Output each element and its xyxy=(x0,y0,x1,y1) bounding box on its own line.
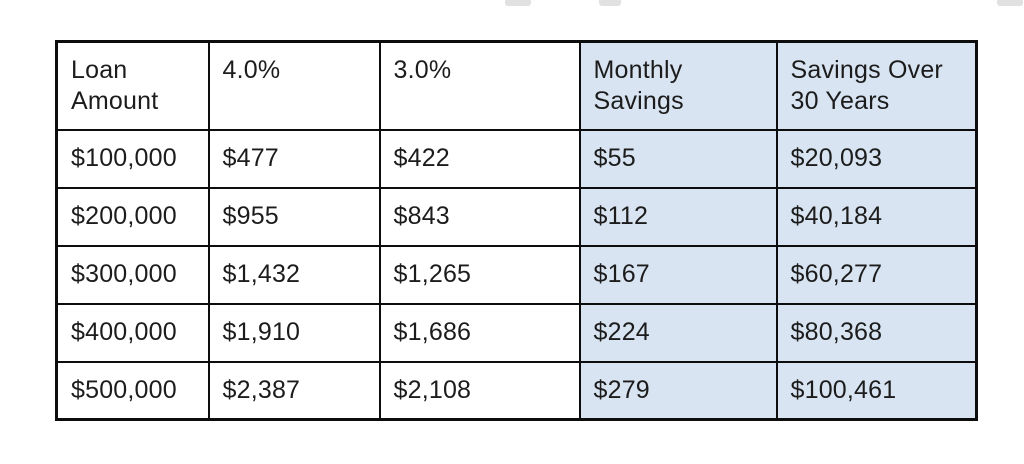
table-header-row: Loan Amount 4.0% 3.0% Monthly Savings Sa… xyxy=(55,40,978,131)
cell-monthly-savings: $224 xyxy=(578,302,778,363)
cell-payment-4pct: $955 xyxy=(207,186,381,247)
cell-savings-30-years: $100,461 xyxy=(775,360,978,421)
cropped-text-artifact xyxy=(599,0,621,6)
table-row: $100,000 $477 $422 $55 $20,093 xyxy=(55,128,978,189)
cell-payment-4pct: $2,387 xyxy=(207,360,381,421)
cell-savings-30-years: $60,277 xyxy=(775,244,978,305)
cell-payment-4pct: $1,432 xyxy=(207,244,381,305)
cell-loan-amount: $500,000 xyxy=(55,360,210,421)
header-rate-3-percent: 3.0% xyxy=(378,40,581,131)
cell-payment-3pct: $1,265 xyxy=(378,244,581,305)
cell-savings-30-years: $80,368 xyxy=(775,302,978,363)
header-rate-4-percent: 4.0% xyxy=(207,40,381,131)
table-row: $300,000 $1,432 $1,265 $167 $60,277 xyxy=(55,244,978,305)
cropped-text-artifact xyxy=(505,0,531,6)
cell-payment-3pct: $1,686 xyxy=(378,302,581,363)
cell-payment-4pct: $1,910 xyxy=(207,302,381,363)
cropped-text-artifact xyxy=(997,0,1023,6)
cell-loan-amount: $100,000 xyxy=(55,128,210,189)
header-loan-amount: Loan Amount xyxy=(55,40,210,131)
cell-savings-30-years: $40,184 xyxy=(775,186,978,247)
cell-loan-amount: $300,000 xyxy=(55,244,210,305)
cell-monthly-savings: $55 xyxy=(578,128,778,189)
loan-savings-table: Loan Amount 4.0% 3.0% Monthly Savings Sa… xyxy=(55,40,978,421)
table-row: $400,000 $1,910 $1,686 $224 $80,368 xyxy=(55,302,978,363)
cell-loan-amount: $200,000 xyxy=(55,186,210,247)
header-savings-30-years: Savings Over 30 Years xyxy=(775,40,978,131)
cell-payment-3pct: $843 xyxy=(378,186,581,247)
cell-payment-3pct: $2,108 xyxy=(378,360,581,421)
cell-payment-4pct: $477 xyxy=(207,128,381,189)
cell-savings-30-years: $20,093 xyxy=(775,128,978,189)
cell-monthly-savings: $279 xyxy=(578,360,778,421)
table-row: $500,000 $2,387 $2,108 $279 $100,461 xyxy=(55,360,978,421)
cell-monthly-savings: $112 xyxy=(578,186,778,247)
cell-payment-3pct: $422 xyxy=(378,128,581,189)
cell-monthly-savings: $167 xyxy=(578,244,778,305)
table-row: $200,000 $955 $843 $112 $40,184 xyxy=(55,186,978,247)
cell-loan-amount: $400,000 xyxy=(55,302,210,363)
header-monthly-savings: Monthly Savings xyxy=(578,40,778,131)
